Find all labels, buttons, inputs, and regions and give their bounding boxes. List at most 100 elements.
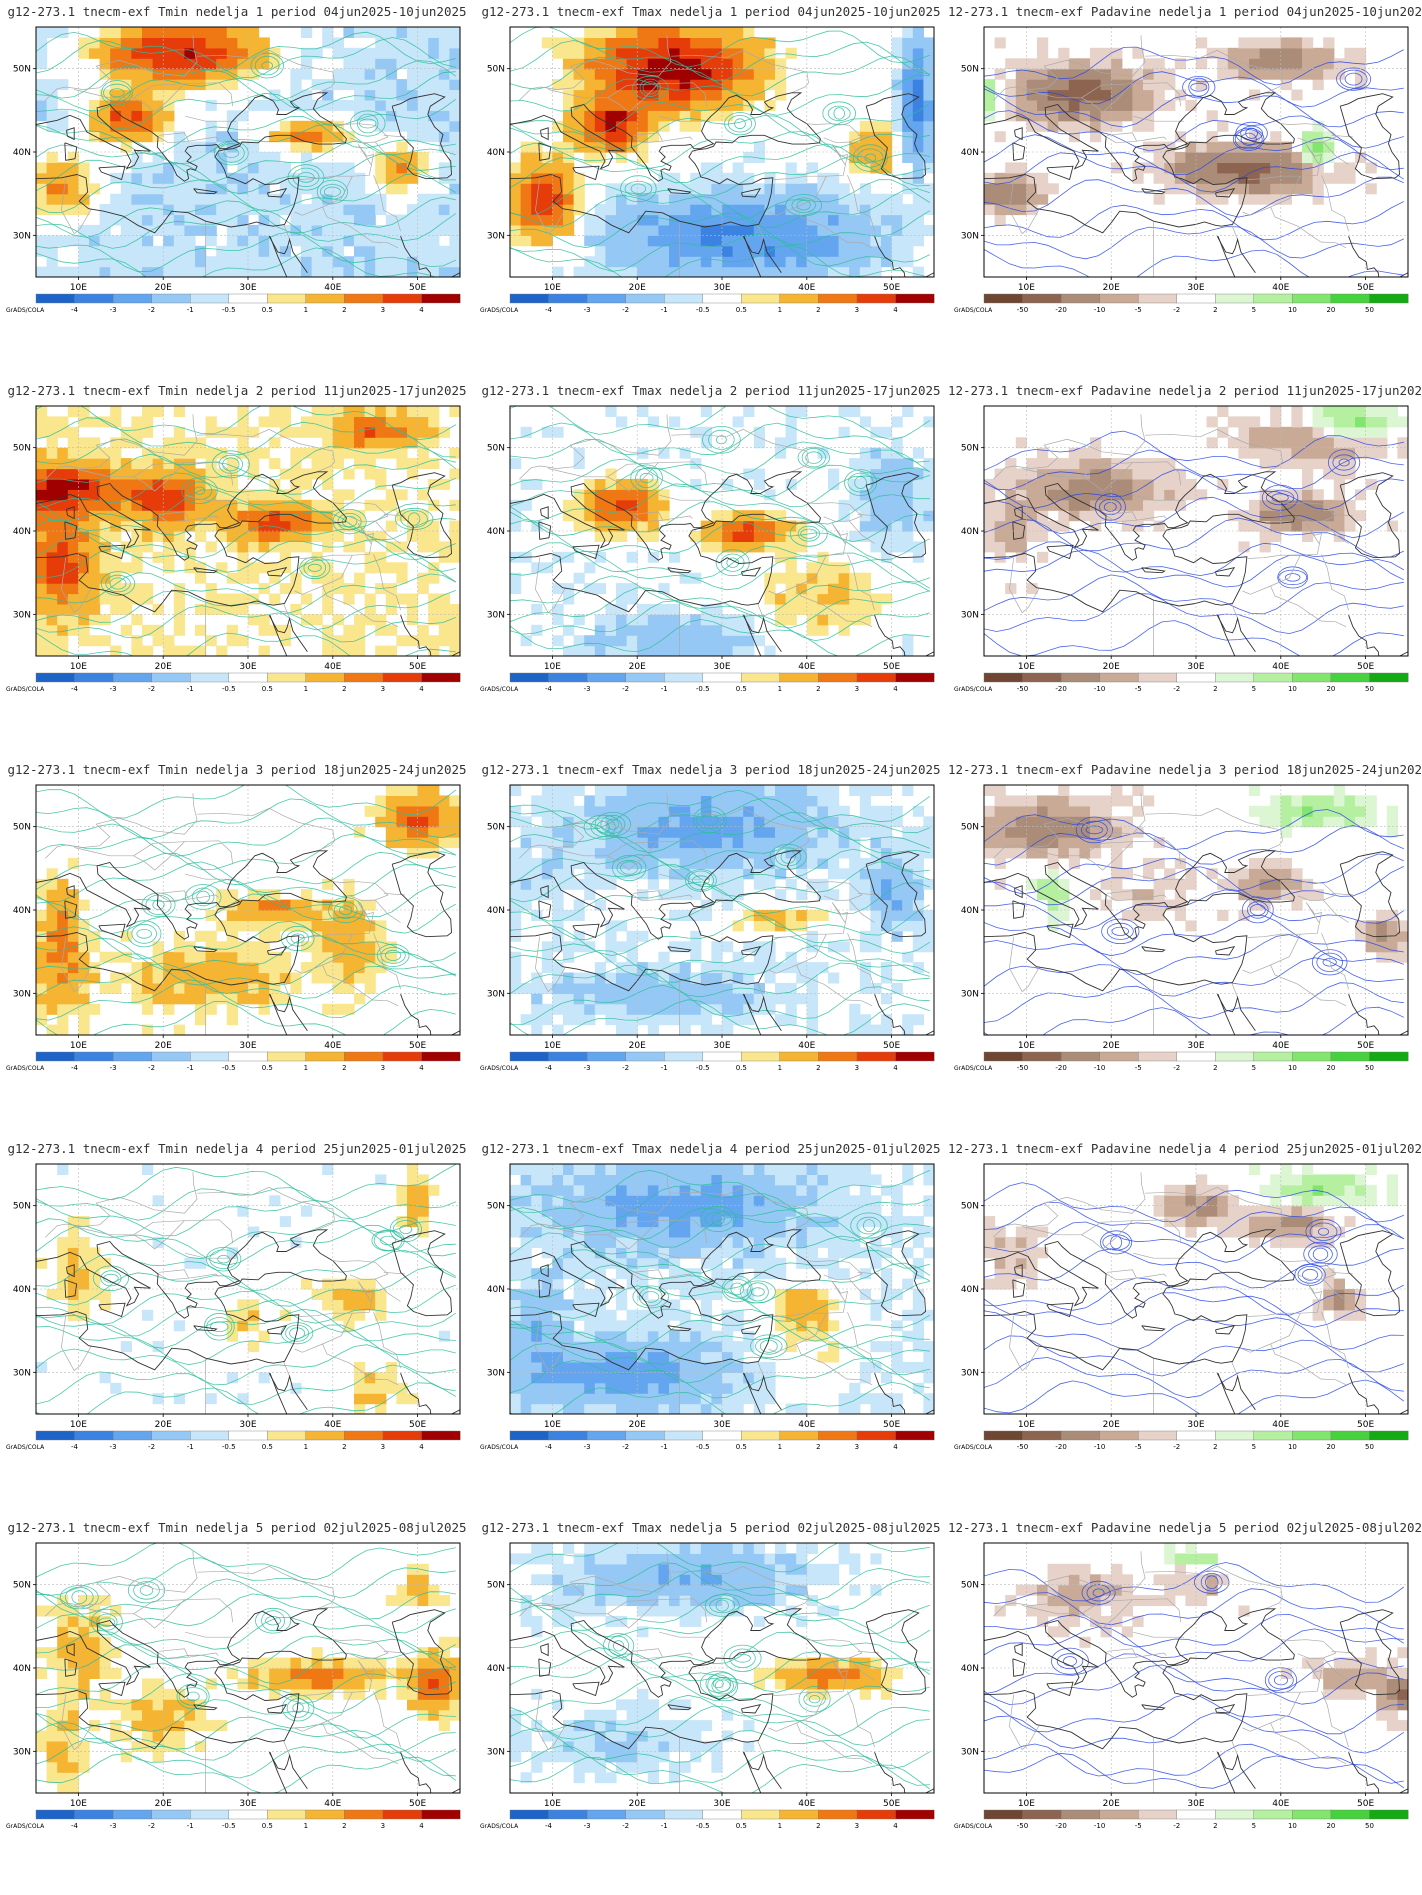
- colorbar: -50 -20 -10 -5 -2 2 5 10 20 50: [983, 672, 1409, 693]
- colorbar-label: -0.5: [696, 685, 710, 693]
- colorbar-swatch: [1253, 1430, 1293, 1441]
- colorbar-swatch: [1137, 293, 1178, 304]
- colorbar-label: 4: [893, 685, 898, 693]
- colorbar-label: -0.5: [222, 1822, 236, 1830]
- lat-tick-label: 30N: [961, 610, 979, 620]
- contour-lines: [36, 406, 457, 656]
- lon-tick-label: 20E: [629, 1041, 646, 1051]
- colorbar-label: 4: [893, 1064, 898, 1072]
- lon-tick-label: 10E: [70, 1799, 87, 1809]
- colorbar-swatch: [702, 1809, 742, 1820]
- colorbar-swatch: [267, 1430, 307, 1441]
- colorbar-swatch: [151, 1430, 191, 1441]
- colorbar-swatch: [189, 1809, 230, 1820]
- lat-tick-label: 40N: [487, 1285, 505, 1295]
- lat-tick-label: 40N: [487, 527, 505, 537]
- lon-tick-label: 50E: [1357, 1041, 1374, 1051]
- colorbar-swatch: [818, 293, 858, 304]
- colorbar: -4 -3 -2 -1 -0.5 0.5 1 2 3 4: [509, 293, 935, 314]
- gridlines: [510, 27, 934, 277]
- contour-lines: [36, 31, 457, 277]
- colorbar-label: -1: [661, 1822, 668, 1830]
- map-panel-tmax-week-2: g12-273.1 tnecm-exf Tmax nedelja 2 perio…: [474, 379, 948, 758]
- colorbar-label: 20: [1326, 1064, 1335, 1072]
- colorbar-swatch: [895, 293, 935, 304]
- colorbar-swatch: [663, 293, 704, 304]
- colorbar-swatch: [1215, 1051, 1255, 1062]
- colorbar-label: 1: [304, 306, 308, 314]
- colorbar-label: 3: [381, 685, 385, 693]
- colorbar-label: -4: [71, 685, 79, 693]
- lat-tick-label: 40N: [487, 1664, 505, 1674]
- lon-tick-label: 10E: [544, 1420, 561, 1430]
- colorbar: -50 -20 -10 -5 -2 2 5 10 20 50: [983, 1430, 1409, 1451]
- colorbar-label: -2: [622, 306, 629, 314]
- lon-tick-label: 50E: [883, 1041, 900, 1051]
- colorbar-swatch: [74, 1809, 114, 1820]
- lat-tick-label: 50N: [13, 1202, 31, 1212]
- colorbar-swatch: [509, 293, 549, 304]
- colorbar-label: 1: [778, 1064, 782, 1072]
- colorbar-swatch: [779, 1051, 819, 1062]
- colorbar-swatch: [895, 1051, 935, 1062]
- colorbar-swatch: [1022, 672, 1062, 683]
- colorbar-label: -1: [661, 685, 668, 693]
- colorbar-swatch: [305, 1430, 345, 1441]
- colorbar-swatch: [895, 1430, 935, 1441]
- panel-title: g12-273.1 tnecm-exf Tmin nedelja 1 perio…: [7, 4, 466, 19]
- colorbar-swatch: [382, 1430, 422, 1441]
- colorbar: -4 -3 -2 -1 -0.5 0.5 1 2 3 4: [35, 1430, 461, 1451]
- colorbar-swatch: [818, 1809, 858, 1820]
- colorbar-swatch: [305, 1051, 345, 1062]
- lon-tick-label: 20E: [155, 662, 172, 672]
- lat-tick-label: 50N: [961, 823, 979, 833]
- colorbar-label: 10: [1288, 1443, 1297, 1451]
- lon-tick-label: 40E: [798, 1420, 815, 1430]
- colorbar-swatch: [983, 1430, 1023, 1441]
- colorbar-swatch: [702, 293, 742, 304]
- panel-title: g12-273.1 tnecm-exf Padavine nedelja 5 p…: [948, 1520, 1422, 1535]
- colorbar: -4 -3 -2 -1 -0.5 0.5 1 2 3 4: [509, 1430, 935, 1451]
- grads-cola-label: GrADS/COLA: [954, 1444, 993, 1451]
- grads-cola-label: GrADS/COLA: [6, 307, 45, 314]
- colorbar-swatch: [856, 672, 896, 683]
- contour-lines: [510, 406, 931, 656]
- colorbar-label: 20: [1326, 685, 1335, 693]
- colorbar-label: 1: [304, 685, 308, 693]
- colorbar-swatch: [1330, 1430, 1370, 1441]
- colorbar-swatch: [35, 1430, 75, 1441]
- colorbar-label: -4: [71, 1064, 79, 1072]
- lat-tick-label: 30N: [13, 231, 31, 241]
- colorbar-label: 3: [855, 1064, 859, 1072]
- colorbar-label: -2: [148, 306, 155, 314]
- colorbar-swatch: [344, 1430, 384, 1441]
- colorbar-label: -4: [545, 1822, 553, 1830]
- colorbar-label: -5: [1135, 1064, 1142, 1072]
- colorbar-label: 4: [893, 1822, 898, 1830]
- colorbar-swatch: [267, 293, 307, 304]
- colorbar-swatch: [74, 1430, 114, 1441]
- colorbar: -4 -3 -2 -1 -0.5 0.5 1 2 3 4: [509, 1809, 935, 1830]
- gridlines: [984, 1164, 1408, 1414]
- lat-tick-label: 40N: [961, 906, 979, 916]
- lon-tick-label: 50E: [1357, 1799, 1374, 1809]
- colorbar-label: 1: [304, 1822, 308, 1830]
- colorbar-swatch: [228, 1051, 268, 1062]
- colorbar-swatch: [1060, 1430, 1101, 1441]
- panel-title: g12-273.1 tnecm-exf Tmax nedelja 2 perio…: [481, 383, 940, 398]
- contour-lines: [36, 785, 457, 1035]
- lat-tick-label: 30N: [961, 989, 979, 999]
- lon-tick-label: 30E: [239, 1799, 256, 1809]
- colorbar-swatch: [151, 1051, 191, 1062]
- lon-tick-label: 40E: [1272, 662, 1289, 672]
- colorbar-swatch: [189, 1051, 230, 1062]
- colorbar-swatch: [35, 293, 75, 304]
- coastlines-and-borders: [36, 414, 460, 656]
- colorbar-label: 4: [893, 1443, 898, 1451]
- colorbar-swatch: [741, 1051, 781, 1062]
- lon-tick-label: 40E: [798, 1799, 815, 1809]
- colorbar-swatch: [741, 293, 781, 304]
- lon-tick-label: 50E: [409, 662, 426, 672]
- colorbar-swatch: [228, 1430, 268, 1441]
- colorbar-swatch: [1176, 672, 1216, 683]
